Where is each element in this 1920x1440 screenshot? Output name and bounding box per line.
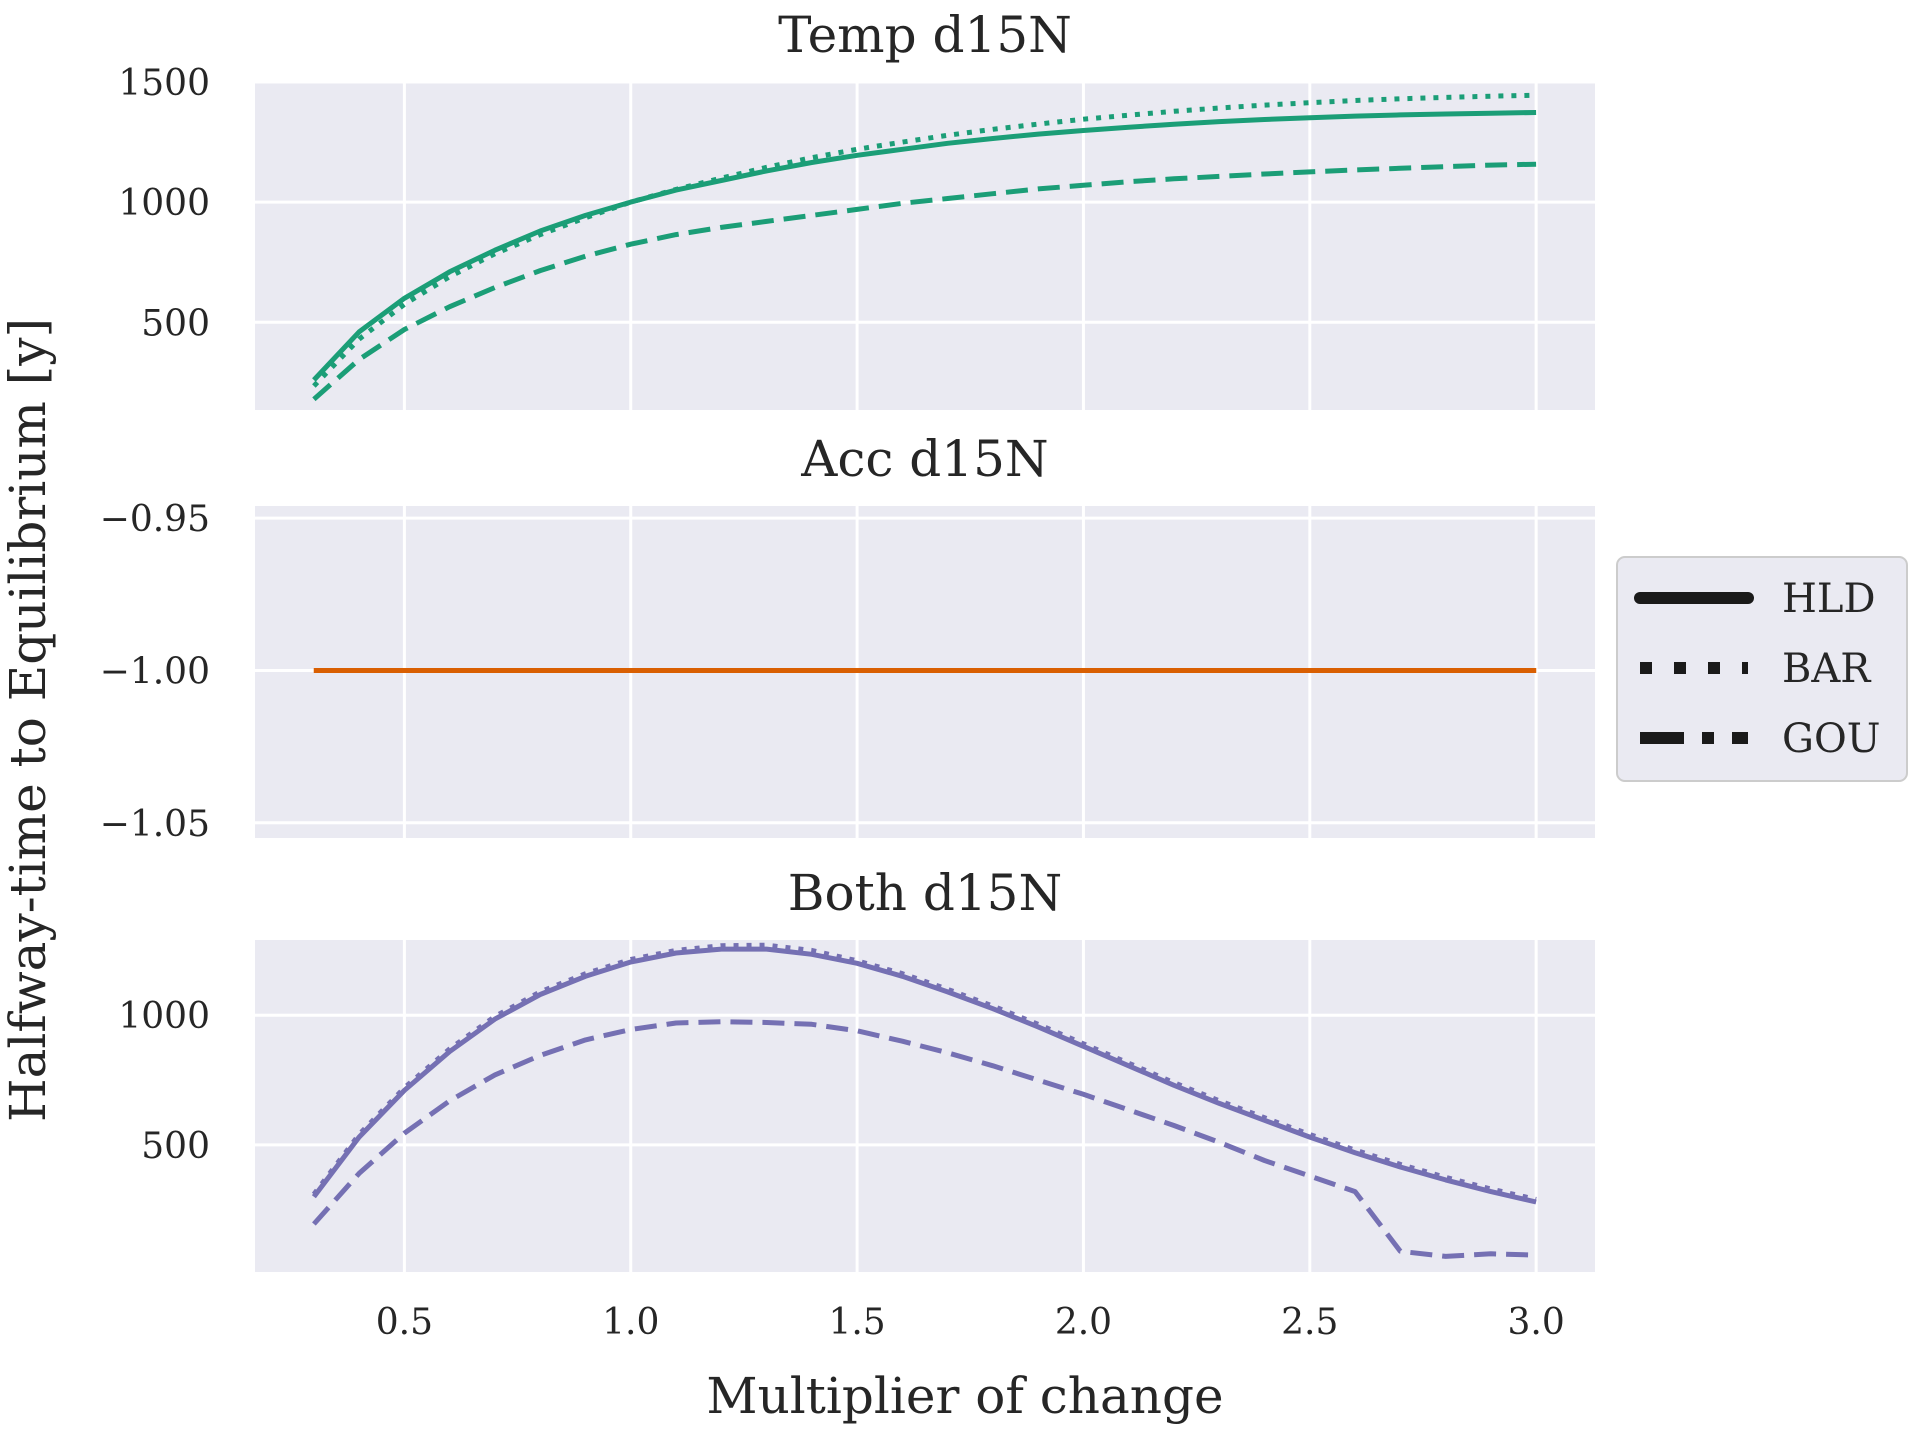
panel-title: Both d15N: [788, 864, 1062, 922]
y-tick-label: 1000: [118, 183, 210, 224]
y-tick-label: −1.05: [100, 804, 210, 845]
panel-2: −1.05 −1.00 −0.95 Acc d15N: [100, 430, 1595, 845]
legend-label-gou: GOU: [1782, 716, 1880, 762]
x-axis-label: Multiplier of change: [706, 1367, 1223, 1425]
panel-1: 500 1000 1500 Temp d15N: [118, 6, 1595, 410]
legend-box: [1616, 556, 1908, 782]
x-tick-label: 1.0: [602, 1302, 659, 1343]
y-tick-label: 1000: [118, 996, 210, 1037]
y-axis-label: Halfway-time to Equilibrium [y]: [0, 318, 57, 1122]
series-line-hld: [312, 110, 1537, 382]
y-tick-label: 500: [141, 303, 210, 344]
y-tick-label: −0.95: [100, 499, 210, 540]
x-tick-label: 1.5: [828, 1302, 885, 1343]
plot-area: [255, 82, 1595, 410]
x-tick-label: 2.0: [1055, 1302, 1112, 1343]
y-tick-label: −1.00: [100, 651, 210, 692]
legend: HLD BAR GOU: [1616, 556, 1908, 782]
x-tick-label: 2.5: [1281, 1302, 1338, 1343]
legend-label-hld: HLD: [1782, 576, 1876, 622]
y-tick-label: 500: [141, 1126, 210, 1167]
legend-label-bar: BAR: [1782, 646, 1872, 692]
series-line-gou: [312, 161, 1537, 402]
series-line-bar: [312, 92, 1537, 388]
panel-3: 500 1000 0.5 1.0 1.5 2.0 2.5 3.0 Both d15N: [118, 864, 1595, 1343]
series-line-hld: [311, 946, 1537, 1205]
panel-title: Acc d15N: [800, 430, 1048, 488]
x-tick-label: 0.5: [376, 1302, 433, 1343]
panel-title: Temp d15N: [778, 6, 1072, 64]
series-line-gou: [312, 1019, 1537, 1259]
y-tick-label: 1500: [118, 63, 210, 104]
plot-area: [255, 940, 1595, 1272]
x-tick-label: 3.0: [1508, 1302, 1565, 1343]
